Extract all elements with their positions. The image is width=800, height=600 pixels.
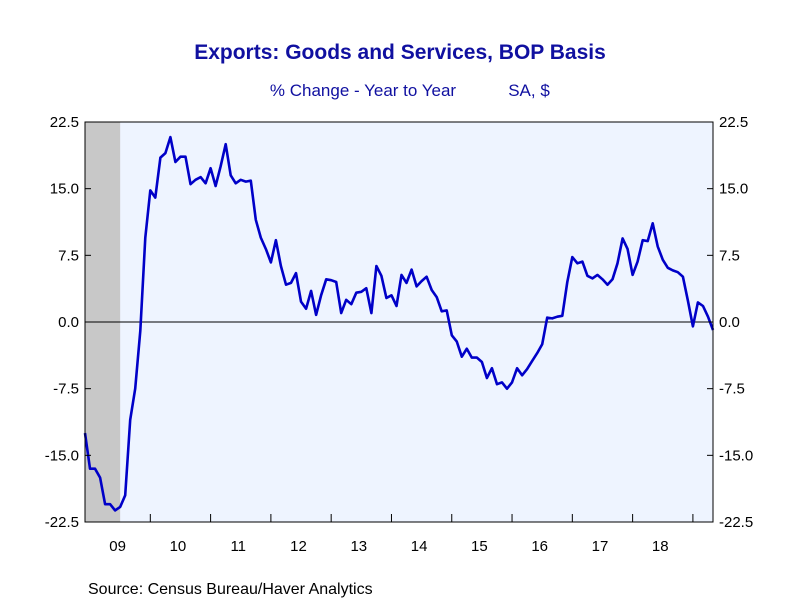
y-tick-label-left: 22.5 <box>50 114 79 131</box>
y-tick-label-right: -22.5 <box>719 514 753 531</box>
y-tick-label-left: 0.0 <box>58 314 79 331</box>
chart-subtitle-right: SA, $ <box>508 81 550 100</box>
x-tick-label: 14 <box>411 538 428 555</box>
y-tick-label-left: 15.0 <box>50 181 79 198</box>
y-tick-label-left: -15.0 <box>45 447 79 464</box>
source-note: Source: Census Bureau/Haver Analytics <box>88 581 373 598</box>
chart-subtitle-left: % Change - Year to Year <box>270 81 457 100</box>
y-tick-label-right: 15.0 <box>719 181 748 198</box>
x-tick-label: 18 <box>652 538 669 555</box>
series-layer <box>83 135 715 512</box>
x-ticks: 09 10 11 12 13 14 15 16 17 18 <box>109 514 694 555</box>
y-ticks: 22.5 22.5 15.0 15.0 7.5 7.5 0.0 0.0 -7.5 -7.5 -15.… <box>45 114 753 531</box>
x-tick-label: 10 <box>170 538 187 555</box>
x-tick-label: 16 <box>531 538 548 555</box>
y-tick-label-right: 7.5 <box>719 247 740 264</box>
x-tick-label: 12 <box>290 538 307 555</box>
x-tick-label: 11 <box>230 538 246 555</box>
x-tick-label: 17 <box>592 538 609 555</box>
y-tick-label-right: 0.0 <box>719 314 740 331</box>
x-tick-label: 15 <box>471 538 488 555</box>
y-tick-label-left: -22.5 <box>45 514 79 531</box>
y-tick-label-left: 7.5 <box>58 247 79 264</box>
x-tick-label: 13 <box>350 538 367 555</box>
chart-title: Exports: Goods and Services, BOP Basis <box>194 41 606 64</box>
y-tick-label-left: -7.5 <box>53 381 79 398</box>
x-tick-label: 09 <box>109 538 126 555</box>
y-tick-label-right: 22.5 <box>719 114 748 131</box>
y-tick-label-right: -15.0 <box>719 447 753 464</box>
series-line-0 <box>83 135 715 512</box>
y-tick-label-right: -7.5 <box>719 381 745 398</box>
